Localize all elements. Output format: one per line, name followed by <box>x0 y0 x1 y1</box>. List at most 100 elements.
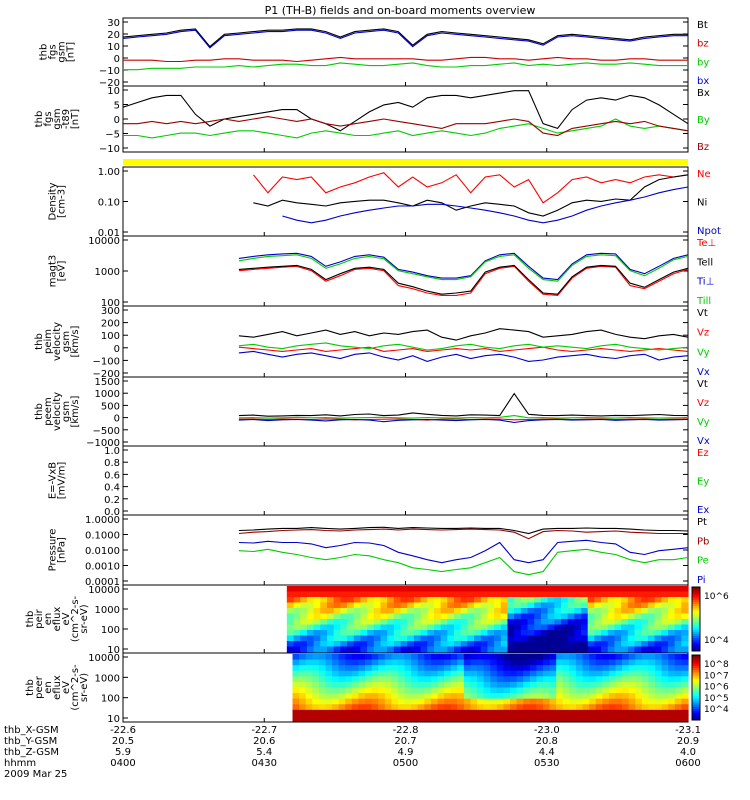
spectrogram-cell <box>407 586 415 593</box>
spectrogram-cell <box>400 635 408 642</box>
spectrogram-cell <box>569 715 577 722</box>
spectrogram-cell <box>440 641 448 648</box>
spectrogram-cell <box>681 654 689 661</box>
spectrogram-cell <box>540 635 549 642</box>
spectrogram-cell <box>338 676 346 683</box>
spectrogram-cell <box>391 681 399 689</box>
spectrogram-cell <box>556 659 564 666</box>
y-tick-label: 100 <box>101 331 120 342</box>
spectrogram-cell <box>306 602 315 609</box>
spectrogram-cell <box>614 586 622 593</box>
spectrogram-cell <box>668 676 676 683</box>
spectrogram-cell <box>490 681 498 689</box>
spectrogram-cell <box>400 624 408 631</box>
spectrogram-cell <box>575 670 584 677</box>
spectrogram-cell <box>542 687 551 694</box>
spectrogram-cell <box>635 704 643 711</box>
spectrogram-cell <box>407 630 415 637</box>
spectrogram-cell <box>437 709 445 717</box>
spectrogram-cell <box>293 586 301 593</box>
spectrogram-cell <box>437 698 445 705</box>
spectrogram-cell <box>420 641 428 648</box>
spectrogram-cell <box>560 619 569 626</box>
spectrogram-cell <box>661 613 669 620</box>
spectrogram-cell <box>560 646 569 653</box>
spectrogram-cell <box>635 693 643 700</box>
spectrogram-cell <box>567 591 575 598</box>
spectrogram-cell <box>299 670 307 677</box>
spectrogram-cell <box>562 654 570 661</box>
spectrogram-cell <box>621 608 629 615</box>
legend-label: bz <box>697 39 709 50</box>
spectrogram-cell <box>444 665 452 672</box>
spectrogram-cell <box>575 704 584 711</box>
spectrogram-cell <box>404 659 412 666</box>
spectrogram-cell <box>661 646 669 653</box>
spectrogram-cell <box>450 681 458 689</box>
spectrogram-cell <box>494 602 502 609</box>
spectrogram-cell <box>562 676 570 683</box>
spectrogram-cell <box>523 670 531 677</box>
spectrogram-cell <box>601 586 609 593</box>
spectrogram-cell <box>467 630 475 637</box>
spectrogram-cell <box>384 693 392 700</box>
spectrogram-cell <box>667 602 676 609</box>
spectrogram-cell <box>413 591 422 598</box>
spectrogram-cell <box>325 665 333 672</box>
spectrogram-cell <box>393 635 402 642</box>
legend-label: Vx <box>697 436 710 447</box>
spectrogram-cell <box>667 641 676 648</box>
spectrogram-cell <box>470 654 478 661</box>
colorbar-segment <box>692 689 700 693</box>
spectrogram-cell <box>587 591 595 598</box>
spectrogram-cell <box>536 687 544 694</box>
y-axis-label: peim <box>43 329 54 354</box>
spectrogram-cell <box>503 659 511 666</box>
spectrogram-cell <box>674 704 683 711</box>
spectrogram-cell <box>433 597 442 604</box>
spectrogram-cell <box>391 704 399 711</box>
spectrogram-cell <box>594 613 602 620</box>
spectrogram-cell <box>365 659 373 666</box>
spectrogram-cell <box>567 635 575 642</box>
spectrogram-cell <box>312 681 320 689</box>
y-axis-label: [cm-3] <box>57 185 68 218</box>
spectrogram-cell <box>615 676 623 683</box>
spectrogram-cell <box>477 670 485 677</box>
spectrogram-cell <box>547 619 555 626</box>
spectrogram-cell <box>634 624 642 631</box>
spectrogram-cell <box>575 665 584 672</box>
spectrogram-cell <box>614 613 622 620</box>
spectrogram-cell <box>681 646 689 653</box>
spectrogram-cell <box>635 670 643 677</box>
spectrogram-cell <box>622 687 630 694</box>
spectrogram-cell <box>536 676 544 683</box>
spectrogram-cell <box>286 635 295 642</box>
spectrogram-cell <box>516 654 524 661</box>
spectrogram-cell <box>554 635 562 642</box>
spectrogram-cell <box>681 665 689 672</box>
spectrogram-cell <box>516 715 524 722</box>
spectrogram-cell <box>358 704 366 711</box>
spectrogram-cell <box>510 665 518 672</box>
spectrogram-cell <box>594 646 602 653</box>
spectrogram-cell <box>378 715 386 722</box>
spectrogram-cell <box>407 646 415 653</box>
spectrogram-cell <box>641 676 650 683</box>
spectrogram-cell <box>529 693 537 700</box>
spectrogram-cell <box>378 693 386 700</box>
spectrogram-cell <box>447 641 455 648</box>
series-line-by <box>123 62 688 71</box>
legend-label: Pt <box>697 517 707 528</box>
spectrogram-cell <box>628 715 636 722</box>
spectrogram-cell <box>463 698 472 705</box>
spectrogram-cell <box>661 619 669 626</box>
spectrogram-cell <box>674 646 682 653</box>
spectrogram-cell <box>674 635 682 642</box>
y-tick-label: 0.4 <box>104 483 120 494</box>
spectrogram-cell <box>373 613 382 620</box>
spectrogram-cell <box>384 670 392 677</box>
spectrogram-cell <box>305 704 313 711</box>
spectrogram-cell <box>574 597 582 604</box>
spectrogram-cell <box>647 597 656 604</box>
